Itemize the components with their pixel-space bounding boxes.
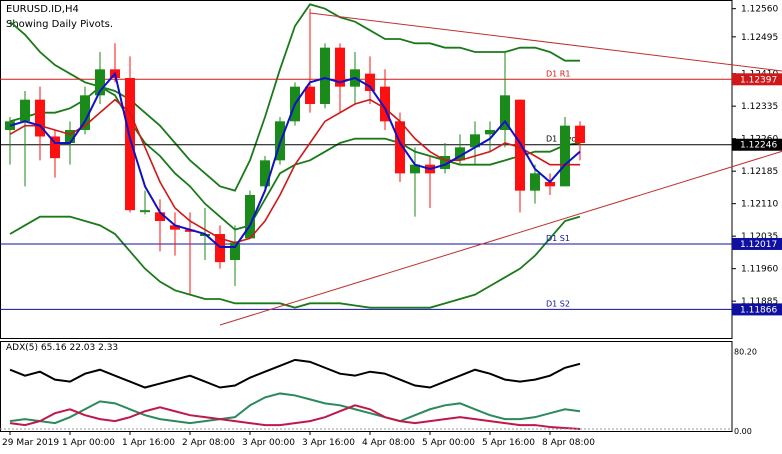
adx-series-line bbox=[9, 404, 581, 431]
bull-candle[interactable] bbox=[95, 69, 105, 96]
price-axis-label: 1.12560 bbox=[741, 5, 778, 15]
bear-candle[interactable] bbox=[575, 125, 585, 143]
bear-candle[interactable] bbox=[545, 182, 555, 187]
main-panel-frame bbox=[0, 0, 733, 339]
time-axis-label: 29 Mar 2019 bbox=[2, 438, 59, 448]
bull-candle[interactable] bbox=[530, 173, 540, 191]
price-axis-label: 1.11885 bbox=[741, 297, 778, 307]
moving-average-red bbox=[9, 98, 580, 244]
bear-candle[interactable] bbox=[395, 121, 405, 174]
bull-candle[interactable] bbox=[20, 99, 30, 122]
price-axis-label: 1.12035 bbox=[741, 232, 778, 242]
bear-candle[interactable] bbox=[155, 212, 165, 221]
price-level-tag bbox=[732, 303, 782, 316]
price-level-tag-text: 1.12017 bbox=[740, 240, 777, 250]
price-axis-label: 1.12110 bbox=[741, 200, 778, 210]
bear-candle[interactable] bbox=[380, 86, 390, 122]
bull-candle[interactable] bbox=[500, 95, 510, 130]
bull-candle[interactable] bbox=[65, 130, 75, 143]
trendline[interactable] bbox=[309, 12, 782, 79]
time-axis-label: 3 Apr 00:00 bbox=[242, 438, 295, 448]
price-axis-label: 1.11960 bbox=[741, 265, 778, 275]
bull-candle[interactable] bbox=[140, 210, 150, 213]
bear-candle[interactable] bbox=[35, 99, 45, 137]
price-level-tag-text: 1.11866 bbox=[740, 305, 777, 315]
pivot-level-label: D1 S2 bbox=[546, 299, 570, 308]
bull-candle[interactable] bbox=[440, 156, 450, 169]
time-axis-label: 1 Apr 00:00 bbox=[62, 438, 115, 448]
price-axis-label: 1.12185 bbox=[741, 167, 778, 177]
time-axis-label: 5 Apr 16:00 bbox=[482, 438, 535, 448]
time-axis-label: 2 Apr 08:00 bbox=[182, 438, 235, 448]
moving-average-blue bbox=[9, 71, 581, 248]
indicator-panel-frame bbox=[0, 341, 733, 432]
bull-candle[interactable] bbox=[245, 195, 255, 239]
pivot-info-text: Showing Daily Pivots. bbox=[6, 19, 114, 30]
bull-candle[interactable] bbox=[260, 160, 270, 187]
bear-candle[interactable] bbox=[305, 86, 315, 104]
bull-candle[interactable] bbox=[485, 130, 495, 135]
time-axis-label: 8 Apr 08:00 bbox=[542, 438, 595, 448]
bollinger-lower-band bbox=[9, 215, 581, 309]
price-level-tag bbox=[732, 138, 782, 151]
time-axis-label: 3 Apr 16:00 bbox=[302, 438, 355, 448]
trendline[interactable] bbox=[219, 126, 782, 326]
indicator-title: ADX(5) 65.16 22.03 2.33 bbox=[6, 343, 118, 353]
bull-candle[interactable] bbox=[80, 95, 90, 130]
time-axis-label: 4 Apr 08:00 bbox=[362, 438, 415, 448]
price-axis-label: 1.12335 bbox=[741, 102, 778, 112]
bear-candle[interactable] bbox=[335, 47, 345, 87]
bull-candle[interactable] bbox=[560, 125, 570, 187]
time-axis-label: 5 Apr 00:00 bbox=[422, 438, 475, 448]
price-level-tag-text: 1.12246 bbox=[740, 141, 777, 151]
bear-candle[interactable] bbox=[170, 225, 180, 230]
bull-candle[interactable] bbox=[230, 242, 240, 260]
adx-series-line bbox=[9, 392, 581, 425]
bear-candle[interactable] bbox=[50, 136, 60, 159]
bull-candle[interactable] bbox=[5, 121, 15, 130]
price-level-tag bbox=[732, 73, 782, 86]
bull-candle[interactable] bbox=[455, 147, 465, 161]
bear-candle[interactable] bbox=[365, 73, 375, 91]
bear-candle[interactable] bbox=[215, 234, 225, 263]
bear-candle[interactable] bbox=[185, 229, 195, 232]
time-axis-label: 1 Apr 16:00 bbox=[122, 438, 175, 448]
chart-symbol-title: EURUSD.ID,H4 bbox=[6, 4, 79, 15]
pivot-level-label: D1 R1 bbox=[546, 69, 570, 78]
bull-candle[interactable] bbox=[410, 164, 420, 174]
bull-candle[interactable] bbox=[320, 47, 330, 104]
indicator-axis-label: 0.00 bbox=[734, 427, 752, 436]
price-axis-label: 1.12495 bbox=[741, 33, 778, 43]
bear-candle[interactable] bbox=[125, 78, 135, 211]
bull-candle[interactable] bbox=[470, 134, 480, 148]
bear-candle[interactable] bbox=[515, 99, 525, 191]
adx-series-line bbox=[9, 358, 581, 389]
indicator-axis-label: 80.20 bbox=[734, 348, 757, 357]
price-level-tag-text: 1.12397 bbox=[740, 75, 777, 85]
pivot-level-label: D1 S1 bbox=[546, 234, 570, 243]
price-level-tag bbox=[732, 237, 782, 250]
